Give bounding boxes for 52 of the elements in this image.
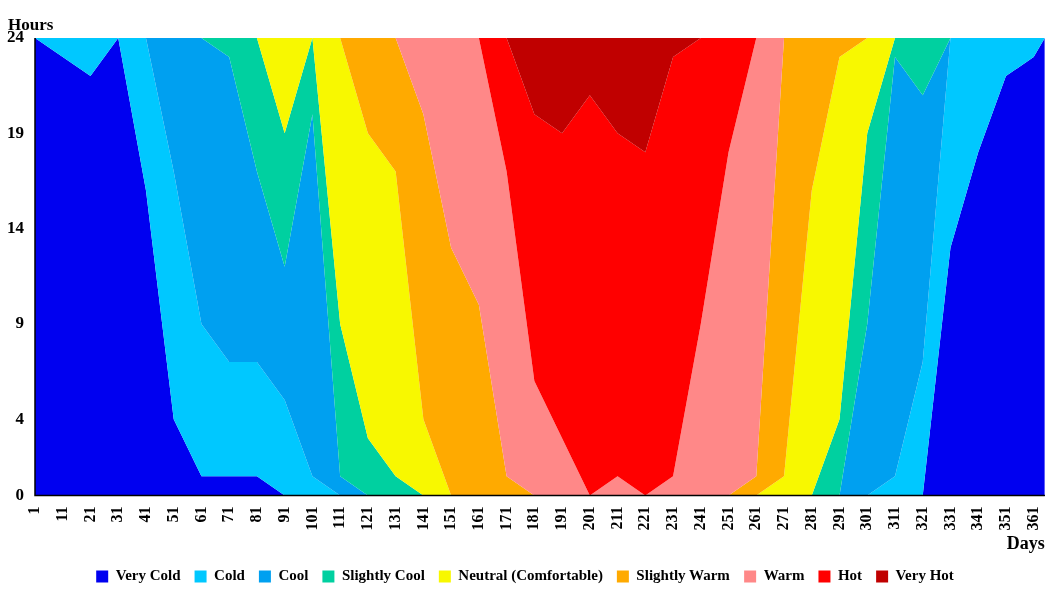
x-tick-label: 11 (52, 506, 70, 522)
legend-label: Very Hot (895, 567, 954, 584)
x-tick-label: 251 (718, 506, 736, 531)
legend-label: Neutral (Comfortable) (458, 567, 603, 585)
x-tick-label: 211 (607, 506, 625, 530)
x-tick-label: 51 (163, 506, 181, 523)
legend-label: Very Cold (115, 567, 182, 584)
x-tick-label: 111 (330, 506, 348, 529)
y-tick-label: 19 (7, 122, 24, 142)
x-tick-label: 231 (663, 506, 681, 531)
x-tick-label: 191 (552, 506, 570, 531)
x-tick-label: 261 (746, 506, 764, 531)
legend-label: Slightly Warm (636, 567, 731, 584)
x-tick-label: 241 (690, 506, 708, 531)
x-tick-label: 181 (524, 506, 542, 531)
x-tick-label: 221 (635, 506, 653, 531)
x-tick-label: 71 (219, 506, 237, 523)
y-tick-label: 14 (7, 217, 25, 237)
x-tick-label: 271 (774, 506, 792, 531)
legend-label: Hot (837, 567, 863, 584)
x-tick-label: 101 (302, 506, 320, 531)
x-tick-label: 131 (385, 506, 403, 531)
legend-label: Cold (214, 567, 246, 584)
x-tick-label: 61 (191, 506, 209, 523)
x-tick-label: 351 (996, 506, 1014, 531)
x-tick-label: 341 (968, 506, 986, 531)
x-tick-label: 171 (496, 506, 514, 531)
legend-label: Slightly Cool (341, 567, 425, 584)
x-tick-label: 311 (885, 506, 903, 530)
x-tick-label: 121 (358, 506, 376, 531)
x-tick-label: 91 (274, 506, 292, 523)
x-tick-label: 301 (857, 506, 875, 531)
x-tick-label: 41 (136, 506, 154, 523)
x-tick-label: 161 (469, 506, 486, 531)
legend-label: Warm (763, 567, 805, 584)
x-tick-label: 21 (80, 506, 98, 523)
x-tick-label: 141 (413, 506, 431, 531)
y-tick-label: 0 (15, 484, 24, 504)
x-tick-label: 31 (108, 506, 126, 523)
x-tick-label: 281 (801, 506, 819, 531)
x-tick-label: 81 (247, 506, 265, 523)
y-tick-label: 4 (15, 408, 25, 428)
y-tick-label: 9 (15, 313, 24, 333)
x-tick-label: 361 (1023, 506, 1041, 531)
x-tick-label: 321 (912, 506, 930, 531)
x-tick-label: 151 (441, 506, 459, 531)
x-tick-label: 331 (940, 506, 958, 531)
x-tick-label: 201 (579, 506, 597, 531)
x-tick-label: 1 (25, 506, 43, 515)
x-tick-label: 291 (829, 506, 847, 531)
legend-label: Cool (278, 567, 309, 584)
x-axis-title: Days (1006, 532, 1045, 553)
